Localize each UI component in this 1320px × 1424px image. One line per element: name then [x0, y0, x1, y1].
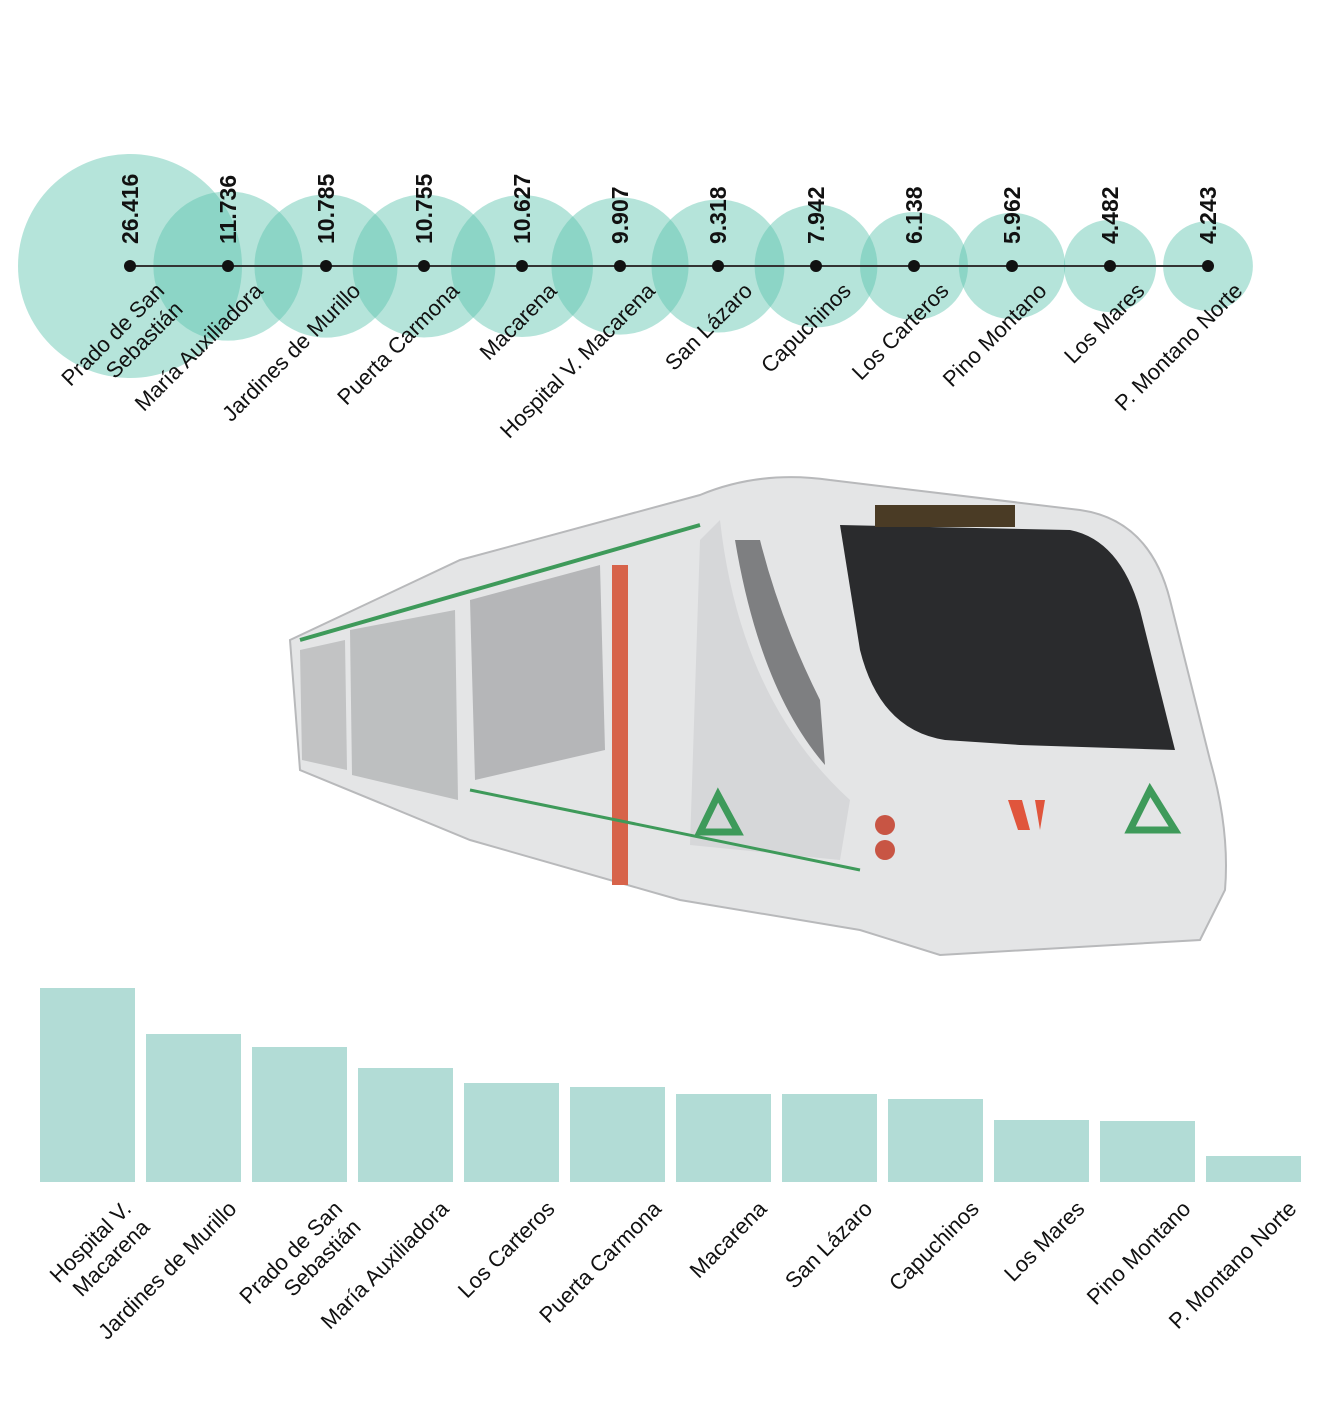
value-label: 10.627	[509, 174, 535, 244]
station-dot	[1104, 260, 1116, 272]
bar	[146, 1034, 241, 1182]
value-label: 10.755	[411, 173, 437, 244]
station-dot	[712, 260, 724, 272]
bar	[994, 1120, 1089, 1182]
bar	[252, 1047, 347, 1182]
tram-illustration	[288, 476, 1227, 957]
value-label: 6.138	[901, 186, 927, 244]
station-dot	[1006, 260, 1018, 272]
bar	[782, 1094, 877, 1182]
value-label: 9.907	[607, 186, 633, 244]
value-label: 7.942	[803, 186, 829, 244]
bar	[676, 1094, 771, 1182]
station-dot	[516, 260, 528, 272]
bar	[1206, 1156, 1301, 1182]
station-dot	[614, 260, 626, 272]
bar	[464, 1083, 559, 1182]
bar	[888, 1099, 983, 1182]
station-dot	[1202, 260, 1214, 272]
bar	[358, 1068, 453, 1182]
value-label: 10.785	[313, 173, 339, 244]
station-dot	[908, 260, 920, 272]
value-label: 9.318	[705, 186, 731, 244]
station-dot	[222, 260, 234, 272]
station-dot	[810, 260, 822, 272]
station-dot	[320, 260, 332, 272]
value-label: 26.416	[117, 174, 143, 244]
station-dot	[124, 260, 136, 272]
value-label: 5.962	[999, 186, 1025, 244]
value-label: 4.243	[1195, 186, 1221, 244]
bar	[570, 1087, 665, 1182]
value-label: 11.736	[215, 175, 241, 244]
station-dot	[418, 260, 430, 272]
value-label: 4.482	[1097, 186, 1123, 244]
bar	[1100, 1121, 1195, 1182]
bar	[40, 988, 135, 1182]
